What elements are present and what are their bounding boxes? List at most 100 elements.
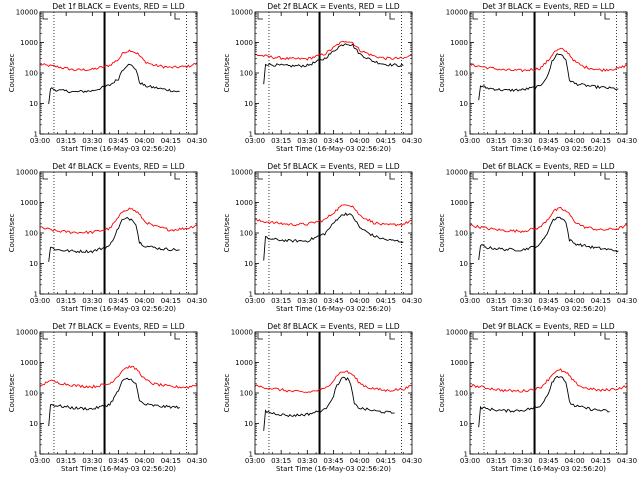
y-axis-label: Counts/sec: [8, 374, 16, 413]
x-tick-label: 03:15: [271, 297, 291, 305]
x-tick-label: 04:00: [565, 457, 585, 465]
lld-series-line: [39, 207, 198, 235]
x-tick-label: 04:00: [135, 297, 155, 305]
y-tick-label: 1000: [450, 39, 468, 47]
corner-mark: [257, 173, 263, 180]
corner-mark: [389, 173, 395, 180]
y-tick-label: 1: [249, 131, 253, 139]
x-axis-label: Start Time (16-May-03 02:56:20): [276, 465, 391, 473]
x-tick-label: 03:30: [297, 457, 317, 465]
x-tick-label: 03:15: [271, 137, 291, 145]
x-tick-label: 03:15: [486, 297, 506, 305]
x-tick-label: 03:00: [460, 297, 480, 305]
x-tick-label: 04:15: [161, 137, 181, 145]
corner-mark: [42, 13, 48, 20]
y-tick-label: 1000: [235, 359, 253, 367]
x-tick-label: 04:30: [402, 297, 422, 305]
y-tick-label: 1000: [450, 359, 468, 367]
y-tick-label: 10000: [446, 329, 468, 337]
panel-title: Det 3f BLACK = Events, RED = LLD: [482, 2, 615, 11]
x-tick-label: 03:45: [538, 297, 558, 305]
x-tick-label: 03:15: [56, 297, 76, 305]
x-tick-label: 04:30: [402, 457, 422, 465]
y-tick-label: 100: [25, 390, 38, 398]
y-tick-label: 100: [455, 70, 468, 78]
y-tick-label: 10000: [231, 329, 253, 337]
x-tick-label: 03:00: [30, 137, 50, 145]
y-tick-label: 10000: [231, 169, 253, 177]
x-tick-label: 03:00: [460, 457, 480, 465]
y-tick-label: 1000: [20, 199, 38, 207]
lld-series-line: [469, 47, 628, 73]
x-tick-label: 04:15: [376, 137, 396, 145]
y-axis-label: Counts/sec: [438, 54, 446, 93]
lld-series-line: [254, 40, 413, 61]
panel-det-8: Det 8f BLACK = Events, RED = LLD 1 10 100 10…: [223, 322, 422, 473]
corner-mark: [42, 333, 48, 340]
y-tick-label: 1: [464, 291, 468, 299]
plot-frame: [39, 171, 198, 295]
corner-mark: [472, 13, 478, 20]
y-tick-label: 100: [240, 390, 253, 398]
x-tick-label: 03:45: [538, 137, 558, 145]
y-axis-label: Counts/sec: [8, 214, 16, 253]
y-axis-label: Counts/sec: [438, 374, 446, 413]
x-tick-label: 04:30: [617, 457, 637, 465]
plot-frame: [254, 331, 413, 455]
lld-series-line: [469, 368, 628, 393]
y-tick-label: 10000: [446, 169, 468, 177]
panel-det-4: Det 4f BLACK = Events, RED = LLD 1 10 100 10…: [8, 162, 207, 313]
events-series-line: [478, 53, 619, 101]
y-tick-label: 10: [244, 260, 253, 268]
y-tick-label: 10: [459, 420, 468, 428]
y-axis-label: Counts/sec: [223, 214, 231, 253]
y-tick-label: 1: [34, 131, 38, 139]
corner-mark: [604, 333, 610, 340]
x-tick-label: 03:00: [30, 457, 50, 465]
y-tick-label: 1000: [235, 39, 253, 47]
x-tick-label: 04:00: [135, 137, 155, 145]
x-tick-label: 04:30: [617, 297, 637, 305]
y-axis-label: Counts/sec: [8, 54, 16, 93]
plot-frame: [254, 171, 413, 295]
panel-title: Det 6f BLACK = Events, RED = LLD: [482, 162, 615, 171]
x-axis-label: Start Time (16-May-03 02:56:20): [276, 305, 391, 313]
panel-det-6: Det 6f BLACK = Events, RED = LLD 1 10 100 10…: [438, 162, 637, 313]
events-series-line: [48, 216, 180, 262]
lld-series-line: [469, 206, 628, 234]
x-tick-label: 03:15: [56, 457, 76, 465]
y-tick-label: 10: [29, 100, 38, 108]
x-tick-label: 04:15: [376, 457, 396, 465]
panel-title: Det 5f BLACK = Events, RED = LLD: [267, 162, 400, 171]
events-series-line: [263, 376, 395, 431]
y-tick-label: 100: [25, 70, 38, 78]
panel-det-5: Det 5f BLACK = Events, RED = LLD 1 10 100 10…: [223, 162, 422, 313]
y-tick-label: 10: [29, 420, 38, 428]
panel-title: Det 2f BLACK = Events, RED = LLD: [267, 2, 400, 11]
events-series-line: [48, 63, 180, 104]
corner-mark: [389, 13, 395, 20]
y-tick-label: 10000: [446, 9, 468, 17]
lld-series-line: [39, 49, 198, 72]
x-axis-label: Start Time (16-May-03 02:56:20): [491, 465, 606, 473]
y-tick-label: 1: [249, 451, 253, 459]
x-tick-label: 04:00: [350, 297, 370, 305]
x-tick-label: 04:15: [591, 297, 611, 305]
y-tick-label: 10000: [16, 329, 38, 337]
x-tick-label: 03:30: [297, 137, 317, 145]
x-tick-label: 03:15: [56, 137, 76, 145]
x-tick-label: 03:30: [512, 457, 532, 465]
y-tick-label: 1: [34, 291, 38, 299]
plot-frame: [469, 171, 628, 295]
x-tick-label: 04:00: [135, 457, 155, 465]
panel-det-9: Det 9f BLACK = Events, RED = LLD 1 10 100 10…: [438, 322, 637, 473]
x-tick-label: 03:45: [108, 297, 128, 305]
x-tick-label: 03:30: [82, 457, 102, 465]
corner-mark: [604, 173, 610, 180]
x-tick-label: 04:00: [350, 457, 370, 465]
y-tick-label: 100: [240, 70, 253, 78]
x-tick-label: 04:00: [565, 297, 585, 305]
corner-mark: [42, 173, 48, 180]
y-axis-label: Counts/sec: [223, 374, 231, 413]
